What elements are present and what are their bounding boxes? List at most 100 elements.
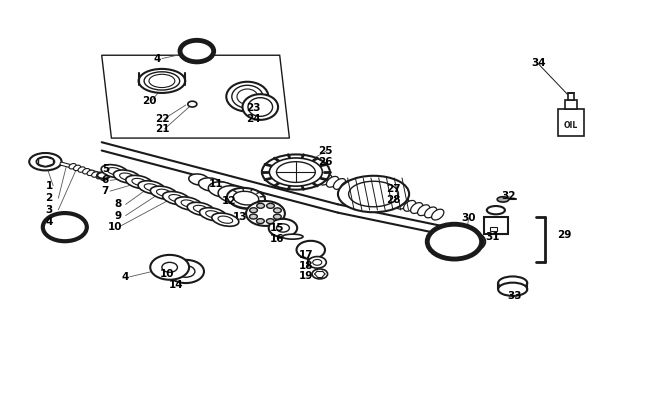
Circle shape (43, 213, 87, 241)
Text: 13: 13 (233, 212, 248, 222)
Text: OIL: OIL (564, 121, 578, 130)
Polygon shape (101, 55, 289, 138)
Ellipse shape (218, 186, 250, 203)
Text: 34: 34 (531, 58, 545, 68)
Ellipse shape (73, 165, 81, 171)
Circle shape (180, 40, 214, 62)
Circle shape (268, 219, 297, 237)
Ellipse shape (333, 178, 346, 189)
Ellipse shape (96, 173, 103, 179)
Circle shape (296, 241, 325, 259)
Text: 21: 21 (155, 124, 170, 134)
Ellipse shape (175, 197, 202, 210)
Ellipse shape (69, 163, 76, 169)
Ellipse shape (132, 178, 147, 186)
Circle shape (257, 203, 265, 208)
Text: 16: 16 (270, 234, 285, 244)
Ellipse shape (78, 167, 85, 172)
Ellipse shape (92, 172, 99, 177)
Text: 2: 2 (46, 193, 53, 203)
Text: 32: 32 (501, 191, 515, 201)
Ellipse shape (169, 195, 183, 202)
Text: 9: 9 (114, 211, 122, 221)
Text: 8: 8 (114, 199, 122, 209)
Ellipse shape (125, 176, 153, 188)
Ellipse shape (417, 205, 430, 216)
Circle shape (274, 208, 281, 213)
Circle shape (246, 201, 285, 226)
Ellipse shape (396, 198, 409, 209)
Ellipse shape (443, 230, 485, 253)
Ellipse shape (83, 168, 90, 174)
Text: 5: 5 (101, 164, 109, 174)
Bar (567, 93, 574, 100)
Circle shape (276, 224, 289, 232)
Bar (558, 109, 584, 136)
Ellipse shape (150, 186, 177, 199)
Text: 15: 15 (270, 223, 285, 233)
Text: 4: 4 (121, 272, 129, 282)
Text: 11: 11 (209, 178, 223, 188)
Text: 23: 23 (246, 103, 261, 113)
Ellipse shape (144, 72, 179, 90)
Ellipse shape (354, 185, 367, 196)
Ellipse shape (107, 168, 122, 175)
Ellipse shape (212, 213, 239, 226)
Ellipse shape (233, 191, 259, 205)
Ellipse shape (208, 182, 236, 197)
Text: 4: 4 (46, 217, 53, 227)
Ellipse shape (361, 187, 374, 198)
Text: 17: 17 (299, 250, 314, 260)
Circle shape (266, 219, 274, 224)
Bar (484, 217, 508, 234)
Ellipse shape (200, 208, 226, 221)
Ellipse shape (36, 157, 55, 167)
Ellipse shape (282, 234, 303, 239)
Text: 22: 22 (155, 113, 170, 123)
Text: 18: 18 (299, 261, 313, 271)
Ellipse shape (138, 69, 185, 93)
Ellipse shape (237, 89, 257, 104)
Ellipse shape (194, 205, 208, 213)
Text: 25: 25 (318, 146, 333, 156)
Ellipse shape (29, 153, 62, 171)
Text: 7: 7 (101, 186, 109, 196)
Text: 27: 27 (387, 184, 401, 194)
Ellipse shape (232, 85, 263, 108)
Ellipse shape (369, 189, 381, 200)
Ellipse shape (383, 194, 395, 205)
Text: 12: 12 (222, 196, 236, 206)
Circle shape (308, 256, 326, 268)
Ellipse shape (276, 162, 315, 182)
Ellipse shape (341, 181, 353, 191)
Circle shape (162, 262, 177, 272)
Text: 10: 10 (160, 269, 174, 279)
Circle shape (250, 214, 257, 219)
Circle shape (150, 255, 189, 280)
Bar (565, 100, 577, 109)
Circle shape (177, 266, 195, 277)
Ellipse shape (242, 94, 278, 120)
Ellipse shape (448, 234, 480, 250)
Ellipse shape (98, 172, 110, 178)
Ellipse shape (157, 189, 171, 196)
Ellipse shape (114, 170, 140, 183)
Ellipse shape (149, 74, 175, 88)
Text: 6: 6 (101, 175, 109, 185)
Text: 10: 10 (108, 222, 123, 232)
Ellipse shape (188, 174, 209, 185)
Ellipse shape (181, 200, 196, 207)
Ellipse shape (248, 98, 272, 116)
Ellipse shape (432, 209, 444, 220)
Circle shape (313, 259, 322, 265)
Ellipse shape (269, 158, 322, 186)
Ellipse shape (101, 175, 108, 181)
Text: 30: 30 (461, 213, 475, 223)
Ellipse shape (404, 201, 416, 211)
Text: 33: 33 (508, 291, 522, 301)
Text: 1: 1 (46, 181, 53, 191)
Circle shape (312, 269, 328, 279)
Text: 4: 4 (153, 53, 161, 63)
Ellipse shape (138, 181, 165, 194)
Text: 24: 24 (246, 114, 261, 124)
